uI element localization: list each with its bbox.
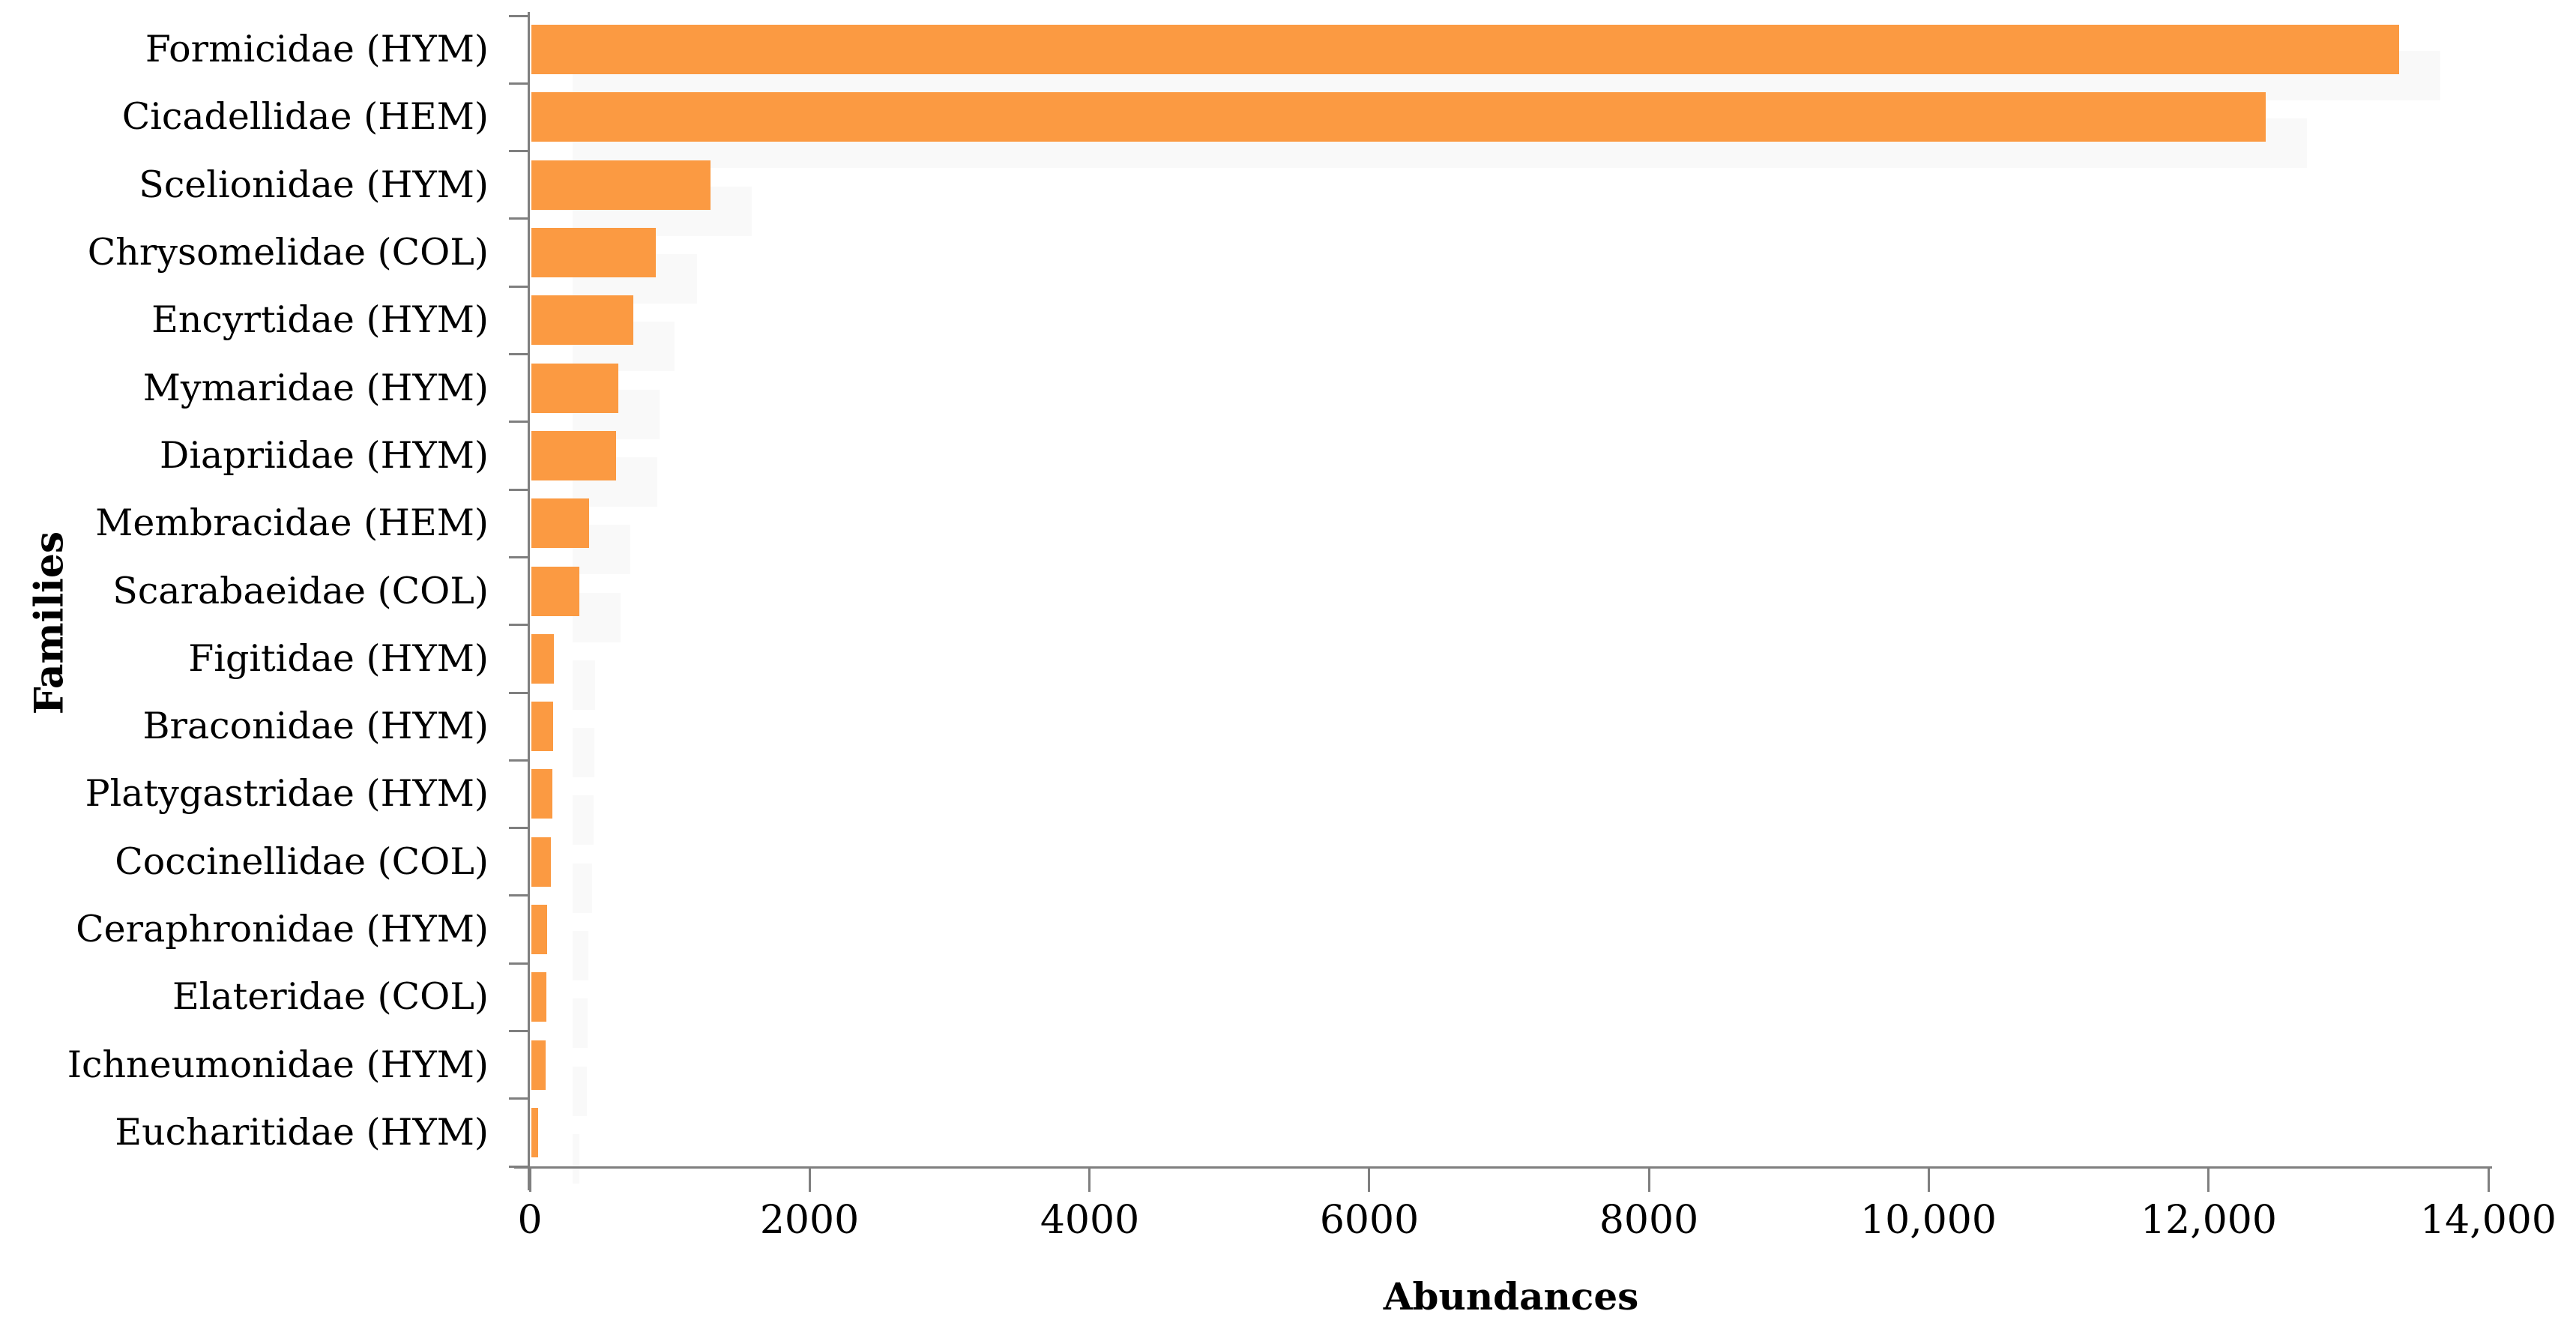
y-axis-tick xyxy=(509,962,529,965)
x-axis-tick xyxy=(1648,1169,1650,1192)
category-label: Formicidae (HYM) xyxy=(145,28,489,71)
category-label: Scelionidae (HYM) xyxy=(139,163,489,206)
y-axis-tick xyxy=(509,1030,529,1032)
y-axis-tick xyxy=(509,827,529,829)
x-axis-tick-label: 4000 xyxy=(1040,1198,1140,1243)
bar xyxy=(531,633,554,684)
category-label: Figitidae (HYM) xyxy=(188,636,489,680)
category-label: Ceraphronidae (HYM) xyxy=(76,908,489,951)
x-axis-tick-label: 10,000 xyxy=(1860,1198,1997,1243)
x-axis-tick-label: 8000 xyxy=(1599,1198,1699,1243)
category-label: Chrysomelidae (COL) xyxy=(87,231,489,274)
y-axis-tick xyxy=(509,1097,529,1100)
x-axis-line xyxy=(514,1166,2492,1169)
category-label: Scarabaeidae (COL) xyxy=(112,569,489,612)
bar xyxy=(531,228,656,278)
y-axis-title: Families xyxy=(26,531,73,715)
bar xyxy=(531,702,553,752)
category-label: Cicadellidae (HEM) xyxy=(121,95,489,139)
category-label: Braconidae (HYM) xyxy=(142,705,489,748)
y-axis-tick xyxy=(509,759,529,762)
y-axis-tick xyxy=(509,421,529,423)
y-axis-tick xyxy=(509,150,529,152)
bar xyxy=(531,92,2266,142)
bar xyxy=(531,1107,538,1157)
bar xyxy=(531,498,589,549)
y-axis-tick xyxy=(509,353,529,355)
x-axis-tick xyxy=(1928,1169,1930,1192)
x-axis-tick xyxy=(1368,1169,1370,1192)
bar xyxy=(531,295,633,346)
bar xyxy=(531,769,552,819)
category-label: Mymaridae (HYM) xyxy=(142,366,489,409)
y-axis-tick xyxy=(509,624,529,626)
bar xyxy=(531,1040,546,1090)
y-axis-tick xyxy=(509,217,529,220)
category-label: Ichneumonidae (HYM) xyxy=(67,1043,489,1086)
y-axis-tick xyxy=(509,556,529,558)
bar xyxy=(531,566,579,616)
bar xyxy=(531,363,618,413)
x-axis-tick xyxy=(529,1169,531,1192)
y-axis-tick xyxy=(509,894,529,896)
x-axis-tick xyxy=(2207,1169,2209,1192)
bar xyxy=(531,430,616,480)
x-axis-tick xyxy=(809,1169,811,1192)
category-label: Elateridae (COL) xyxy=(172,975,489,1019)
category-label: Diapriidae (HYM) xyxy=(160,433,489,477)
x-axis-tick xyxy=(1088,1169,1091,1192)
bar xyxy=(531,160,711,210)
x-axis-tick xyxy=(2488,1169,2490,1192)
x-axis-tick-label: 14,000 xyxy=(2420,1198,2557,1243)
bar xyxy=(531,972,546,1022)
y-axis-tick xyxy=(509,692,529,694)
x-axis-tick-label: 6000 xyxy=(1319,1198,1420,1243)
category-label: Membracidae (HEM) xyxy=(95,501,489,545)
y-axis-tick xyxy=(509,286,529,288)
x-axis-title: Abundances xyxy=(1383,1274,1639,1319)
bar xyxy=(531,837,551,887)
category-label: Eucharitidae (HYM) xyxy=(115,1110,489,1154)
y-axis-line xyxy=(528,12,530,1190)
y-axis-tick xyxy=(509,1166,529,1168)
x-axis-tick-label: 2000 xyxy=(759,1198,860,1243)
x-axis-tick-label: 0 xyxy=(517,1198,543,1243)
y-axis-tick xyxy=(509,15,529,17)
bar xyxy=(531,25,2399,75)
category-label: Platygastridae (HYM) xyxy=(85,772,489,816)
y-axis-tick xyxy=(509,489,529,491)
category-label: Encyrtidae (HYM) xyxy=(151,298,489,342)
y-axis-tick xyxy=(509,82,529,85)
category-label: Coccinellidae (COL) xyxy=(115,840,489,883)
bar xyxy=(531,905,547,955)
x-axis-tick-label: 12,000 xyxy=(2141,1198,2277,1243)
